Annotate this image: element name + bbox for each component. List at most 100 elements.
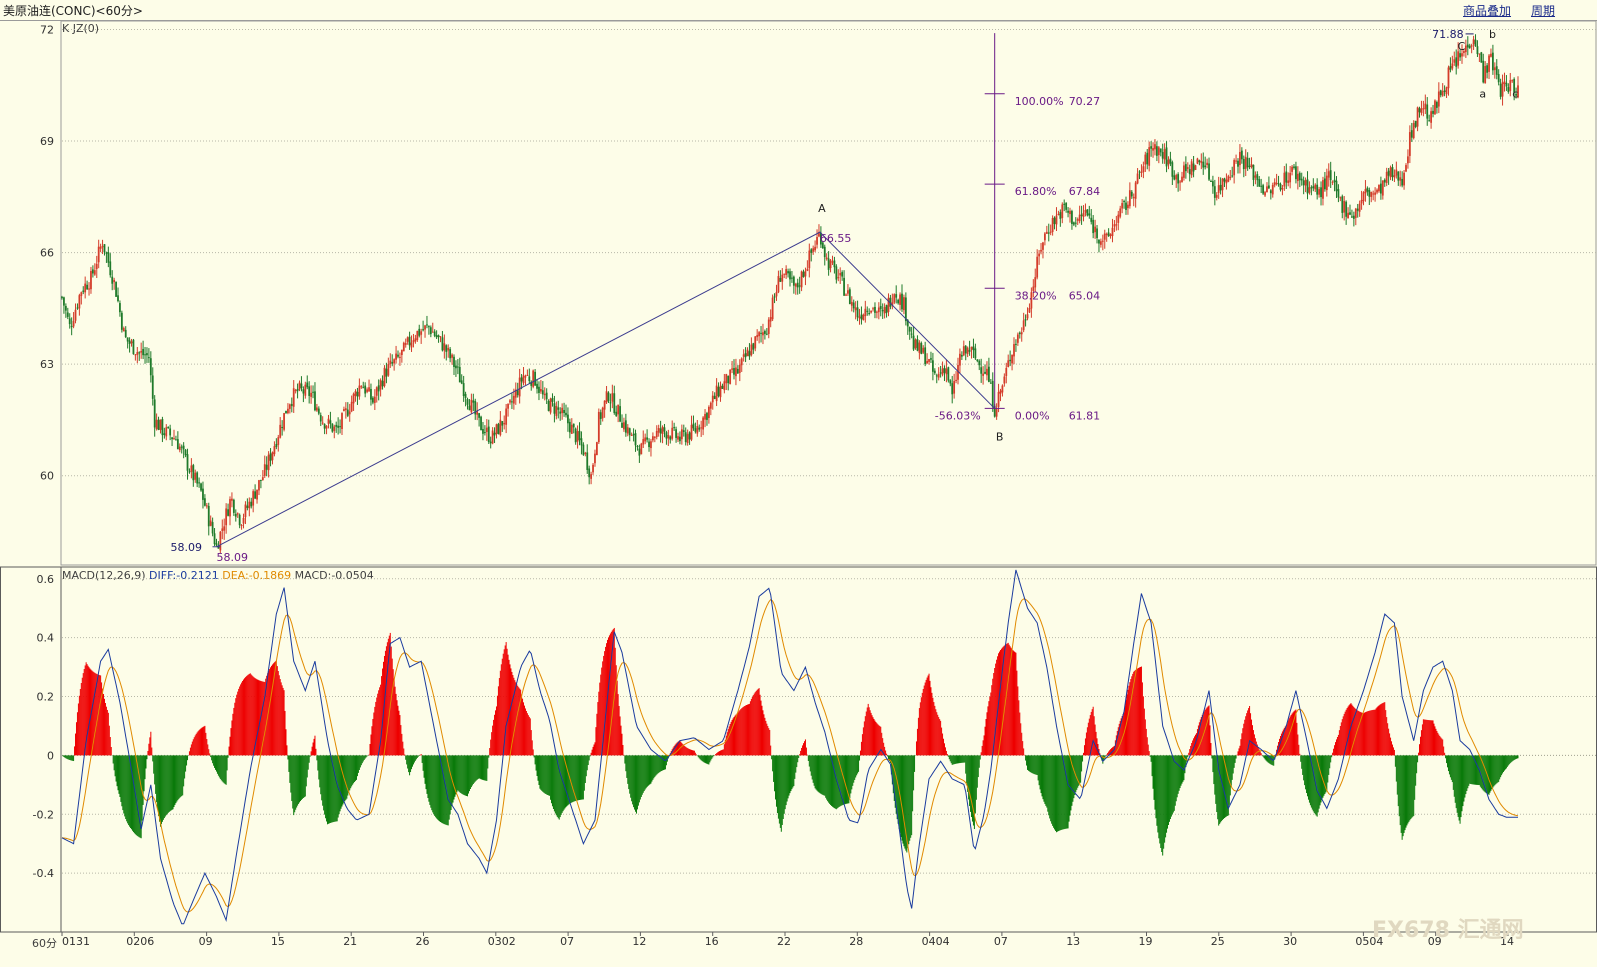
price-candle-body [1183, 165, 1185, 178]
price-candle-body [679, 436, 681, 442]
price-candle-body [951, 383, 954, 395]
price-candle-body [400, 349, 403, 355]
price-candle-body [1020, 332, 1023, 335]
price-candle-body [482, 428, 484, 434]
price-candle-body [1175, 175, 1178, 180]
price-candle-body [485, 427, 488, 432]
price-candle-body [578, 430, 581, 441]
price-candle-body [1233, 160, 1236, 176]
price-candle-body [418, 328, 421, 336]
price-candle-body [124, 329, 127, 338]
price-candle-body [1281, 187, 1284, 190]
price-candle-body [387, 364, 390, 376]
price-candle-body [1349, 212, 1351, 215]
price-candle-body [259, 479, 262, 481]
price-candle-body [1511, 80, 1514, 82]
price-candle-body [1248, 165, 1251, 167]
price-candle-body [532, 370, 535, 387]
price-candle-body [1001, 385, 1004, 393]
x-tick-label: 0206 [126, 935, 154, 948]
price-candle-body [468, 405, 471, 411]
price-candle-body [597, 411, 600, 443]
price-candle-body [420, 331, 423, 335]
price-candle-body [1063, 203, 1066, 205]
price-candle-body [976, 359, 979, 362]
fib-level-value: 61.81 [1069, 409, 1101, 422]
wave-line [216, 231, 996, 548]
price-candle-body [344, 408, 347, 411]
price-candle-body [182, 445, 185, 450]
price-candle-body [356, 391, 359, 397]
price-candle-body [968, 349, 971, 352]
price-candle-body [223, 526, 226, 531]
macd-y-tick-label: 0.6 [37, 573, 55, 586]
price-candle-body [1157, 147, 1160, 156]
price-candle-body [1275, 182, 1278, 184]
price-candle-body [1493, 67, 1496, 71]
price-candle-body [986, 368, 988, 376]
price-candle-body [178, 446, 181, 451]
price-candle-body [412, 340, 415, 343]
price-candle-body [634, 433, 637, 446]
price-candle-body [1049, 231, 1052, 233]
price-candle-body [1410, 130, 1413, 138]
price-candle-body [742, 354, 745, 357]
price-candle-body [762, 332, 764, 336]
price-candle-body [294, 390, 297, 392]
price-candle-body [248, 501, 251, 509]
price-candle-body [375, 387, 378, 396]
price-candle-body [362, 387, 365, 389]
price-candle-body [1028, 308, 1031, 313]
price-candle-body [680, 429, 683, 440]
price-candle-body [82, 290, 85, 292]
price-candle-body [397, 354, 399, 357]
price-y-tick-label: 60 [40, 470, 54, 483]
fib-level-pct: 61.80% [1015, 185, 1057, 198]
price-candle-body [391, 362, 394, 364]
price-candle-body [157, 419, 160, 430]
price-candle-body [1121, 203, 1124, 209]
price-candle-body [694, 428, 697, 432]
price-candle-body [1341, 196, 1344, 213]
price-candle-body [246, 505, 249, 508]
price-candle-body [371, 397, 374, 403]
price-candle-body [1038, 253, 1041, 257]
price-candle-body [677, 436, 679, 440]
price-candle-body [350, 401, 353, 412]
price-candle-body [698, 427, 701, 430]
price-candle-body [111, 276, 114, 284]
wave-label-a: a [1479, 87, 1486, 100]
price-candle-body [1308, 187, 1311, 193]
price-candle-body [781, 274, 784, 282]
price-candle-body [1432, 110, 1434, 114]
price-candle-body [1082, 212, 1085, 217]
price-candle-body [999, 390, 1002, 394]
price-candle-body [1405, 165, 1407, 172]
price-candle-body [1266, 186, 1268, 193]
price-candle-body [520, 377, 523, 382]
period-link[interactable]: 周期 [1531, 4, 1556, 18]
price-candle-body [879, 306, 882, 310]
price-candle-body [1040, 249, 1042, 252]
price-candle-body [744, 353, 747, 358]
price-candle-body [939, 372, 942, 374]
price-candle-body [812, 248, 815, 252]
low-price-label-right: 58.09 [216, 551, 248, 564]
price-candle-body [1007, 360, 1010, 368]
x-tick-label: 09 [1428, 935, 1442, 948]
price-candle-body [130, 341, 133, 344]
price-candle-body [1517, 85, 1519, 98]
overlay-commodity-link[interactable]: 商品叠加 [1463, 4, 1512, 18]
price-candle-body [682, 430, 685, 433]
price-candle-body [200, 483, 202, 491]
price-candle-body [771, 297, 774, 320]
price-candle-body [980, 367, 983, 374]
price-candle-body [881, 309, 884, 312]
price-candle-body [76, 307, 79, 309]
price-candle-body [588, 468, 591, 478]
price-candle-body [202, 488, 204, 500]
price-candle-body [99, 246, 102, 249]
price-candle-body [1088, 213, 1091, 216]
price-candle-body [609, 402, 612, 404]
price-candle-body [534, 371, 537, 386]
